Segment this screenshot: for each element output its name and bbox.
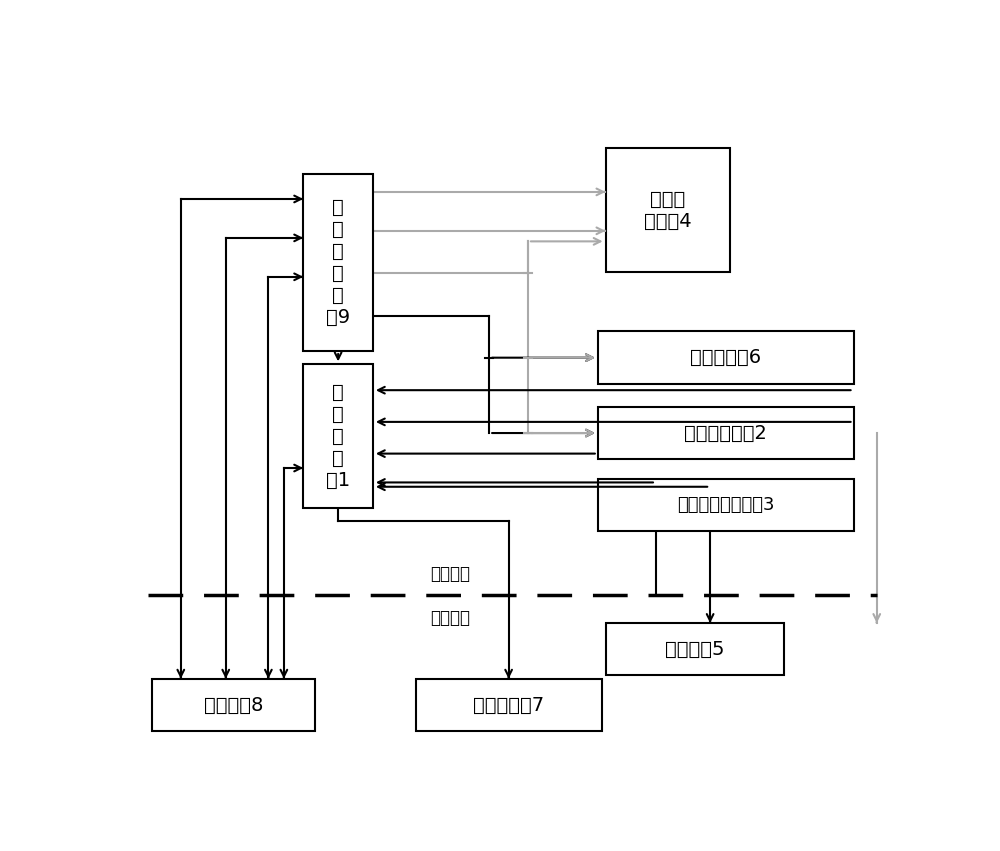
Bar [598,479,854,531]
Text: 气浮台下: 气浮台下 [430,609,471,627]
Bar [606,148,730,272]
Text: 继
电
器
线
路
盒9: 继 电 器 线 路 盒9 [326,198,350,327]
Bar [303,174,373,351]
Text: 气浮台上: 气浮台上 [430,565,471,583]
Bar [152,679,315,731]
Text: 稳压电源8: 稳压电源8 [204,695,263,715]
Text: 姿
轨
控
单
元1: 姿 轨 控 单 元1 [326,383,350,490]
Bar [598,407,854,460]
Bar [598,332,854,384]
Bar [303,364,373,508]
Text: 测角装置5: 测角装置5 [665,640,724,659]
Text: 控制执
行机构4: 控制执 行机构4 [644,190,691,231]
Text: 惯性基准单元2: 惯性基准单元2 [684,424,767,443]
Bar [416,679,602,731]
Text: 数学模型解算单元3: 数学模型解算单元3 [677,496,774,514]
Text: 反作用飞轮6: 反作用飞轮6 [690,348,761,367]
Text: 地面监控台7: 地面监控台7 [473,695,544,715]
Bar [606,623,784,676]
